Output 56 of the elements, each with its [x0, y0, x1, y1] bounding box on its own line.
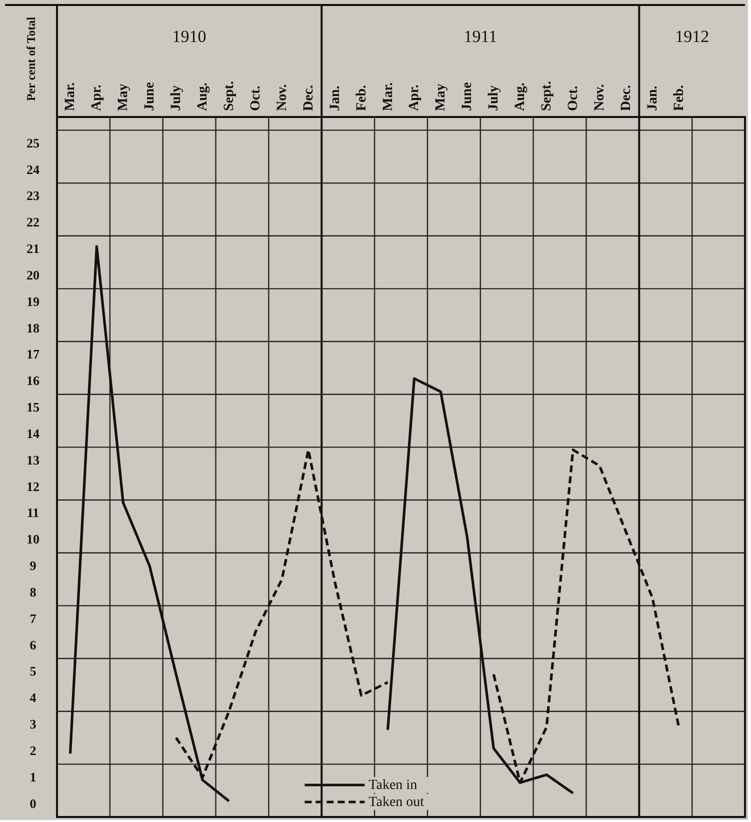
x-tick-label: May — [434, 84, 449, 111]
y-tick-label: 8 — [30, 584, 37, 600]
x-tick-label: Nov. — [592, 84, 608, 111]
y-tick-label: 11 — [26, 505, 40, 520]
text: 1910 — [172, 27, 206, 46]
y-tick-label: 12 — [26, 478, 40, 494]
x-tick-label: Feb. — [672, 84, 687, 111]
x-tick-label: Apr. — [90, 84, 105, 111]
y-tick-label: 0 — [30, 796, 36, 811]
y-tick-label: 22 — [26, 214, 40, 230]
x-tick-label: Sept. — [540, 81, 555, 111]
y-tick-label: 19 — [26, 294, 40, 309]
x-tick-label: Mar. — [63, 82, 78, 111]
y-tick-label: 1 — [30, 769, 36, 784]
legend-label: Taken in — [368, 778, 418, 793]
x-tick-label: Oct. — [248, 86, 264, 111]
y-tick-label: 9 — [30, 558, 37, 574]
x-tick-label: Aug. — [513, 82, 528, 111]
x-tick-label: Dec. — [618, 84, 634, 111]
x-tick-label: June — [460, 82, 476, 111]
x-tick-label: Dec. — [301, 84, 316, 111]
y-tick-label: 14 — [26, 426, 40, 441]
x-tick-label: Oct. — [566, 86, 581, 111]
y-tick-label: 20 — [26, 267, 40, 282]
y-axis-title: Per cent of Total — [24, 16, 38, 102]
y-tick-label: 6 — [30, 637, 37, 652]
y-tick-label: 15 — [26, 400, 40, 415]
y-tick-label: 5 — [30, 664, 37, 679]
legend-label: Taken out — [368, 795, 424, 810]
x-tick-label: Aug. — [196, 82, 211, 111]
y-tick-label: 17 — [26, 346, 40, 362]
x-tick-label: July — [486, 85, 502, 111]
x-tick-label: Feb. — [354, 84, 370, 111]
y-tick-label: 23 — [26, 188, 40, 204]
x-tick-label: Jan. — [645, 86, 660, 111]
y-tick-label: 10 — [26, 532, 40, 547]
y-tick-label: 4 — [30, 690, 37, 706]
y-tick-label: 18 — [26, 320, 40, 336]
x-tick-label: Jan. — [328, 86, 343, 111]
y-tick-label: 3 — [30, 716, 37, 732]
text: 1911 — [464, 27, 498, 46]
y-tick-label: 21 — [26, 241, 40, 256]
y-tick-label: 7 — [30, 610, 37, 626]
x-tick-label: June — [142, 82, 158, 111]
x-tick-label: Sept. — [222, 81, 237, 111]
x-tick-label: May — [116, 84, 132, 111]
x-tick-label: Apr. — [407, 84, 422, 111]
x-tick-label: Mar. — [380, 82, 396, 111]
y-tick-label: 2 — [30, 742, 36, 758]
text: 1912 — [675, 27, 710, 46]
y-tick-label: 25 — [26, 135, 40, 150]
x-tick-label: Nov. — [274, 84, 290, 111]
y-tick-label: 16 — [26, 373, 40, 388]
y-tick-label: 13 — [26, 452, 40, 468]
y-tick-label: 24 — [26, 162, 40, 177]
x-tick-label: July — [169, 85, 184, 111]
